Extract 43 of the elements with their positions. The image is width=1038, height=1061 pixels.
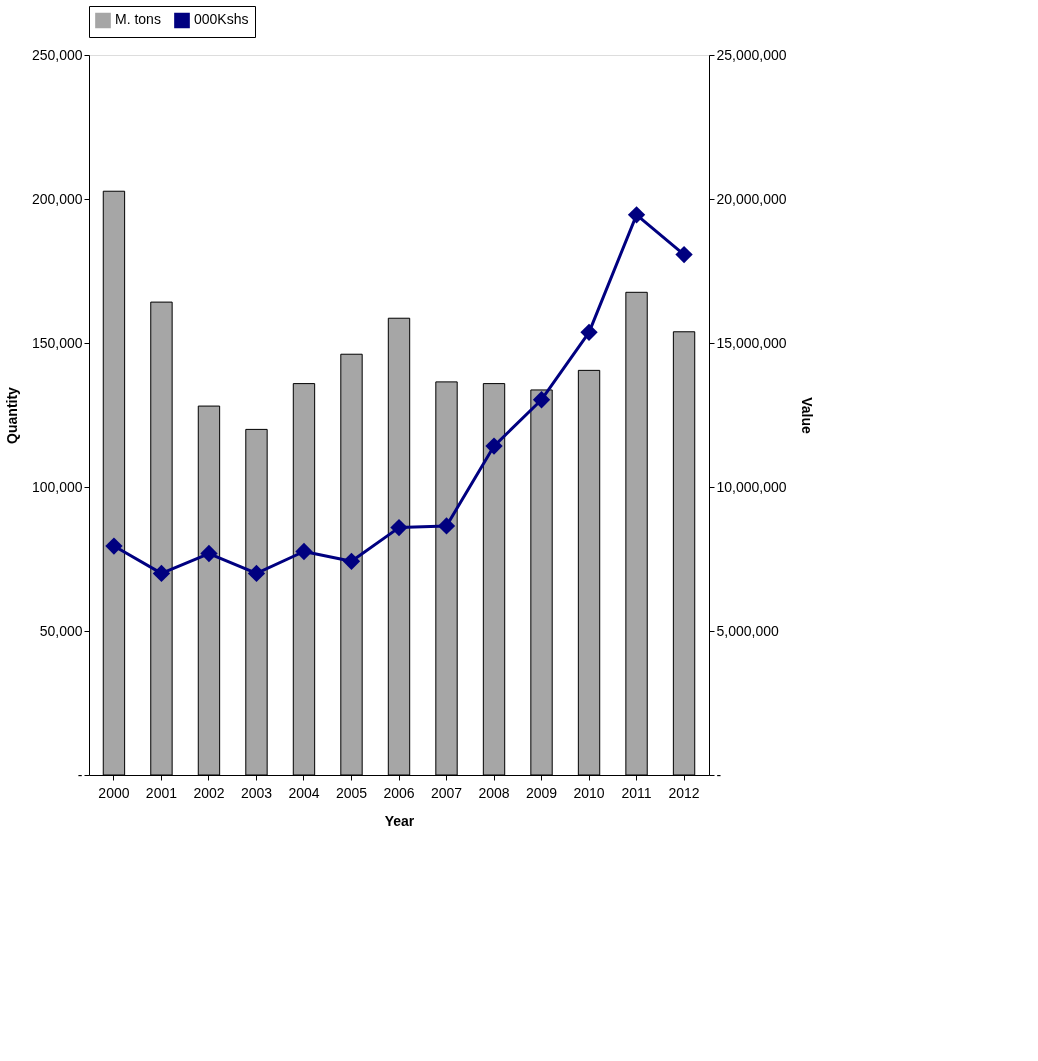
point <box>437 517 456 535</box>
point <box>675 245 693 264</box>
y-tick-label: 150,000 <box>31 334 83 351</box>
x-tick-label: 2010 <box>573 784 605 801</box>
y2-tick-label: 10,000,000 <box>716 478 787 495</box>
point <box>532 391 551 409</box>
point <box>295 542 313 561</box>
y2-tick-label: 5,000,000 <box>716 622 779 639</box>
x-tick-label: 2011 <box>621 784 652 801</box>
x-tick-label: 2008 <box>478 784 510 801</box>
x-tick-label: 2007 <box>430 784 463 801</box>
y2-tick-label: 15,000,000 <box>716 334 787 351</box>
x-tick-label: 2001 <box>145 784 178 801</box>
x-tick-label: 2003 <box>240 784 273 801</box>
point <box>627 206 646 224</box>
x-tick-label: 2004 <box>288 784 320 801</box>
y-tick-label: 200,000 <box>31 190 83 207</box>
x-tick-label: 2012 <box>668 784 700 801</box>
legend-label: 000Kshs <box>194 11 249 28</box>
x-tick-label: 2005 <box>335 784 368 801</box>
y2-tick-label: - <box>716 766 722 783</box>
point <box>342 552 361 570</box>
y-axis-title: Quantity <box>3 386 20 444</box>
y-tick-label: 250,000 <box>31 46 83 63</box>
point <box>580 323 598 341</box>
y2-tick-label: 25,000,000 <box>716 46 787 63</box>
point <box>105 537 123 555</box>
point <box>200 544 218 563</box>
point <box>152 564 171 583</box>
x-axis-title: Year <box>384 812 415 829</box>
y-tick-label: - <box>77 766 83 783</box>
x-tick-label: 2009 <box>525 784 558 801</box>
x-tick-label: 2006 <box>383 784 415 801</box>
x-tick-label: 2000 <box>98 784 130 801</box>
y-tick-label: 50,000 <box>39 622 83 639</box>
y2-tick-label: 20,000,000 <box>716 190 787 207</box>
point <box>485 437 503 455</box>
y-tick-label: 100,000 <box>31 478 83 495</box>
point <box>247 564 266 583</box>
y2-axis-title: Value <box>798 397 815 434</box>
x-tick-label: 2002 <box>193 784 225 801</box>
legend-label: M. tons <box>115 11 161 28</box>
point <box>390 518 408 537</box>
